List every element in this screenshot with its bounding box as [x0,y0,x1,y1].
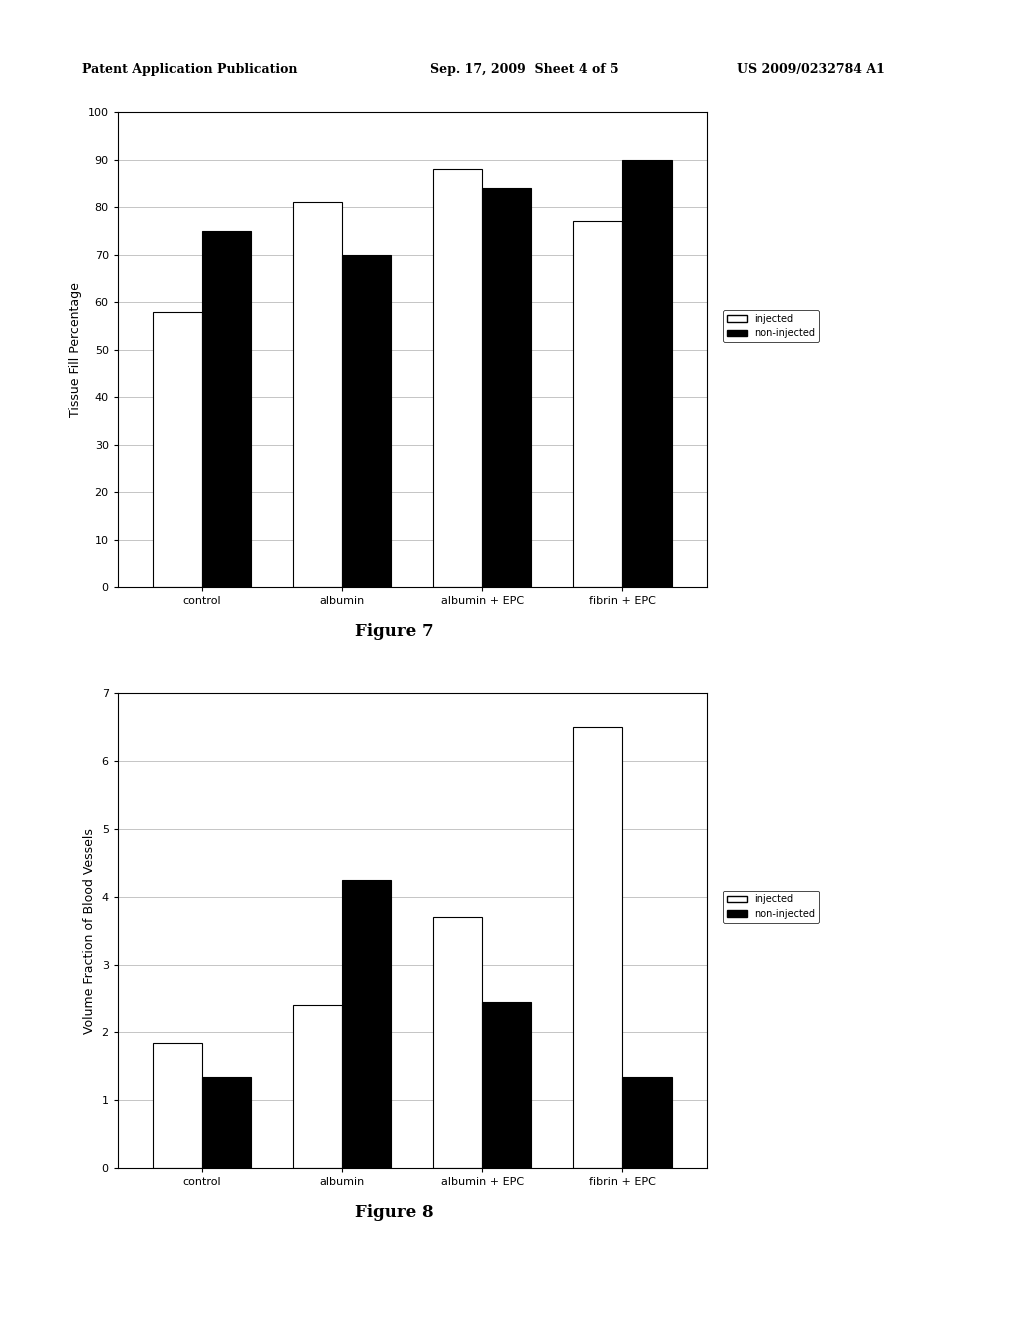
Bar [623,160,672,587]
Legend: injected, non-injected: injected, non-injected [723,891,819,923]
Text: US 2009/0232784 A1: US 2009/0232784 A1 [737,63,885,77]
Bar [573,222,623,587]
Bar [573,727,623,1168]
Bar [153,312,202,587]
Bar [202,231,251,587]
Bar [433,169,482,587]
Text: Sep. 17, 2009  Sheet 4 of 5: Sep. 17, 2009 Sheet 4 of 5 [430,63,618,77]
Text: Patent Application Publication: Patent Application Publication [82,63,297,77]
Text: Figure 8: Figure 8 [355,1204,433,1221]
Legend: injected, non-injected: injected, non-injected [723,310,819,342]
Bar [342,255,391,587]
Text: Figure 7: Figure 7 [355,623,433,640]
Y-axis label: Volume Fraction of Blood Vessels: Volume Fraction of Blood Vessels [83,828,96,1034]
Bar [293,202,342,587]
Bar [482,1002,531,1168]
Y-axis label: Tissue Fill Percentage: Tissue Fill Percentage [70,282,82,417]
Bar [202,1077,251,1168]
Bar [482,189,531,587]
Bar [433,917,482,1168]
Bar [342,879,391,1168]
Bar [293,1006,342,1168]
Bar [623,1077,672,1168]
Bar [153,1043,202,1168]
